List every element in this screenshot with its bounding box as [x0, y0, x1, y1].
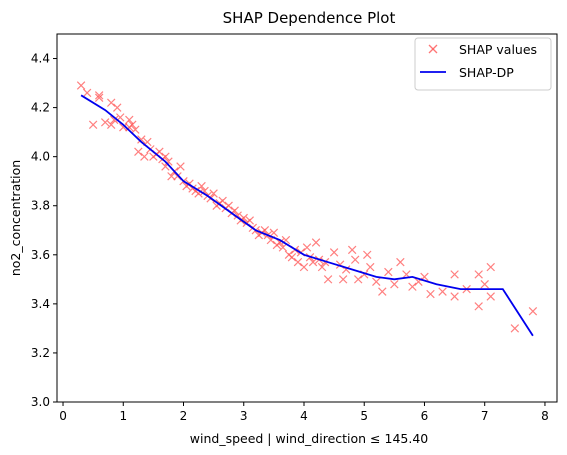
- scatter-point: [317, 262, 327, 272]
- chart-title: SHAP Dependence Plot: [223, 9, 396, 27]
- y-tick-label: 3.2: [31, 346, 50, 360]
- scatter-point: [106, 98, 116, 107]
- scatter-point: [426, 289, 435, 299]
- scatter-point: [486, 262, 495, 272]
- scatter-point: [218, 196, 227, 206]
- scatter-point: [197, 181, 206, 191]
- scatter-point: [474, 302, 483, 311]
- scatter-point: [131, 125, 140, 134]
- y-tick-label: 3.4: [31, 297, 50, 311]
- scatter-point: [76, 81, 86, 90]
- scatter-point: [450, 292, 459, 301]
- scatter-point: [350, 255, 360, 264]
- y-tick-label: 4.4: [31, 52, 50, 66]
- x-axis-label: wind_speed | wind_direction ≤ 145.40: [190, 431, 429, 446]
- scatter-point: [323, 275, 333, 284]
- scatter-point: [134, 147, 143, 156]
- legend-marker-scatter: [428, 44, 438, 54]
- line-series: [80, 94, 534, 337]
- x-tick-label: 0: [59, 409, 67, 423]
- scatter-point: [167, 172, 176, 181]
- scatter-point: [173, 172, 182, 181]
- scatter-point: [287, 253, 297, 262]
- scatter-point: [363, 250, 372, 260]
- scatter-point: [209, 189, 218, 198]
- scatter-point: [438, 287, 447, 296]
- scatter-point: [510, 324, 520, 333]
- y-tick-label: 4.2: [31, 101, 50, 115]
- scatter-point: [176, 162, 185, 171]
- plot-area: [56, 33, 558, 403]
- legend-label-line: SHAP-DP: [459, 65, 514, 80]
- legend-box: [414, 37, 552, 91]
- scatter-point: [329, 248, 339, 257]
- y-axis: 3.0 3.2 3.4 3.6 3.8 4.0 4.2 4.4: [31, 52, 57, 409]
- scatter-point: [378, 287, 387, 296]
- y-axis-label: no2_concentration: [8, 160, 23, 276]
- scatter-point: [110, 115, 119, 125]
- scatter-point: [353, 275, 363, 284]
- scatter-point: [94, 91, 104, 100]
- scatter-point: [88, 120, 98, 129]
- scatter-point: [302, 243, 312, 252]
- x-tick-label: 2: [180, 409, 188, 423]
- scatter-point: [450, 270, 459, 279]
- shap-dp-line: [80, 94, 534, 337]
- scatter-point: [94, 93, 104, 103]
- scatter-point: [278, 243, 288, 252]
- scatter-point: [269, 228, 279, 237]
- scatter-point: [106, 120, 116, 129]
- y-tick-label: 3.8: [31, 199, 50, 213]
- scatter-point: [82, 88, 92, 98]
- scatter-point: [338, 275, 348, 284]
- x-tick-label: 8: [541, 409, 549, 423]
- x-tick-label: 5: [360, 409, 368, 423]
- scatter-point: [308, 257, 318, 267]
- scatter-point: [137, 135, 146, 144]
- legend-label-scatter: SHAP values: [459, 42, 537, 57]
- scatter-point: [528, 307, 538, 316]
- x-tick-label: 4: [300, 409, 308, 423]
- scatter-point: [347, 245, 357, 255]
- y-tick-label: 3.6: [31, 248, 50, 262]
- x-tick-label: 3: [240, 409, 248, 423]
- scatter-point: [366, 262, 375, 272]
- x-axis: 0 1 2 3 4 5 6 7 8: [59, 402, 549, 423]
- scatter-point: [100, 118, 110, 127]
- scatter-point: [164, 157, 173, 166]
- scatter-point: [299, 262, 309, 272]
- scatter-point: [233, 211, 242, 220]
- legend: SHAP values SHAP-DP: [414, 37, 552, 91]
- scatter-point: [396, 257, 405, 267]
- y-tick-label: 4.0: [31, 150, 50, 164]
- scatter-point: [293, 257, 303, 267]
- x-tick-label: 1: [119, 409, 127, 423]
- scatter-point: [384, 267, 393, 277]
- scatter-point: [486, 292, 495, 301]
- scatter-point: [113, 103, 122, 112]
- scatter-point: [372, 277, 381, 287]
- scatter-point: [245, 216, 254, 225]
- x-tick-label: 6: [421, 409, 429, 423]
- x-tick-label: 7: [481, 409, 489, 423]
- scatter-point: [119, 123, 128, 132]
- scatter-point: [408, 282, 417, 291]
- scatter-point: [480, 280, 489, 289]
- y-tick-label: 3.0: [31, 395, 50, 409]
- scatter-point: [311, 238, 321, 247]
- scatter-point: [128, 120, 137, 129]
- scatter-point: [125, 115, 134, 125]
- scatter-point: [390, 280, 399, 289]
- scatter-point: [140, 152, 149, 161]
- scatter-point: [474, 270, 483, 279]
